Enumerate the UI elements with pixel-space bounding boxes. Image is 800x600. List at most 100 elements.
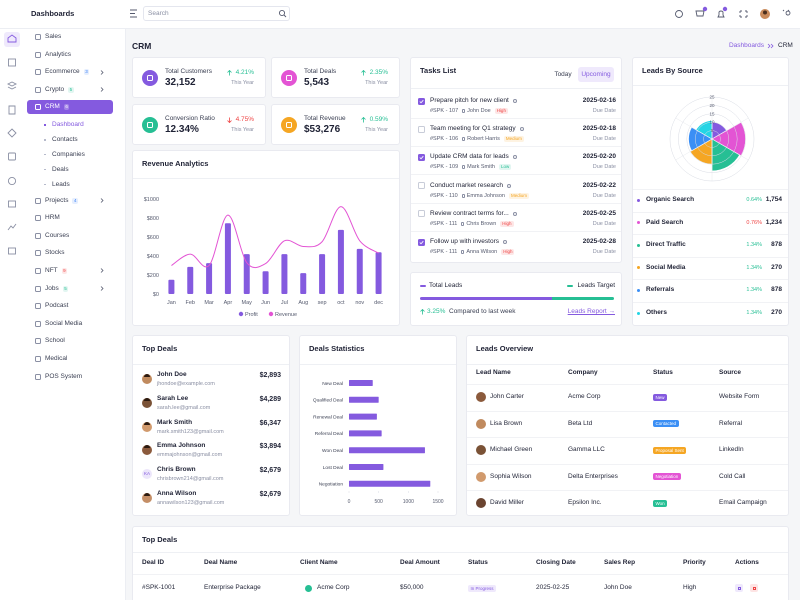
revenue-chart: $0 $200 $400 $600 $800 $1000 Jan Feb Mar Apr May Ju… — [144, 197, 384, 318]
divider — [133, 178, 399, 179]
layers-icon[interactable] — [6, 81, 18, 90]
deal-amount: $2,679 — [259, 491, 281, 498]
nav-item[interactable]: Courses — [45, 231, 70, 239]
menu-icon[interactable] — [130, 9, 137, 18]
nav-item[interactable]: Stocks — [45, 249, 65, 257]
apps-icon[interactable] — [8, 58, 16, 67]
nav-subitem[interactable]: Contacts — [52, 135, 78, 143]
deal-id: #SPK-1001 — [142, 584, 176, 591]
task-tab[interactable]: Today — [554, 71, 572, 78]
chevron — [100, 87, 104, 93]
task-checkbox[interactable] — [418, 182, 425, 190]
grid-circle — [678, 105, 746, 173]
task-checkbox[interactable] — [418, 238, 425, 246]
table-header: Deal Amount — [400, 559, 440, 566]
person-icon — [461, 250, 465, 254]
nav-item[interactable]: Social Media — [45, 319, 83, 327]
card-title: Revenue Analytics — [142, 159, 209, 168]
row-divider — [633, 256, 788, 258]
chart-icon[interactable] — [7, 223, 17, 231]
source-dot — [637, 198, 640, 202]
person-icon — [462, 137, 466, 142]
list-icon[interactable] — [8, 247, 16, 255]
gift-icon[interactable] — [8, 152, 16, 161]
nav-item[interactable]: Analytics — [45, 50, 72, 58]
diamond-icon[interactable] — [7, 128, 17, 138]
stat-change: 2.35% — [369, 69, 388, 76]
table-header: Sales Rep — [604, 559, 636, 566]
home-icon[interactable] — [7, 34, 17, 43]
task-checkbox[interactable] — [418, 153, 425, 161]
nav-item[interactable]: NFT — [45, 266, 58, 274]
source-change: 0.76% — [746, 219, 762, 226]
nav-badge: 4 — [72, 197, 78, 204]
nav-chevron — [100, 286, 104, 291]
avatar — [142, 421, 152, 432]
task-checkbox[interactable] — [418, 97, 425, 105]
task-info-icon — [503, 240, 507, 244]
nav-icon — [35, 104, 41, 111]
task-tab[interactable]: Upcoming — [581, 71, 611, 78]
source-name: Direct Traffic — [646, 241, 686, 249]
source-value: 270 — [771, 263, 782, 271]
task-checkbox[interactable] — [418, 125, 425, 133]
card-icon[interactable] — [8, 200, 16, 208]
nav-item[interactable]: CRM — [45, 103, 60, 111]
check-mark — [419, 240, 424, 244]
deal-person: Sarah Lee — [157, 394, 189, 402]
nav-item[interactable]: Jobs — [45, 284, 59, 292]
lead-source: LinkedIn — [719, 446, 744, 453]
search-placeholder[interactable]: Search — [148, 10, 169, 17]
nav-item[interactable]: POS System — [45, 372, 83, 380]
theme-icon[interactable] — [675, 10, 683, 18]
y-tick-label: $0 — [153, 292, 159, 298]
nav-subitem[interactable]: Leads — [52, 180, 70, 188]
stat-card: Total Customers 32,152 4.21% This Year — [132, 57, 266, 98]
breadcrumb-link[interactable]: Dashboards — [728, 42, 764, 49]
source-change: 1.34% — [746, 310, 762, 316]
row-divider — [133, 574, 788, 575]
lead-company: Epsilon Inc. — [568, 499, 602, 506]
trend-arrow — [361, 116, 366, 123]
source-name: Social Media — [646, 263, 686, 271]
task-title: Prepare pitch for new client — [430, 97, 509, 104]
row-divider — [467, 437, 788, 438]
x-tick-label: Jan — [167, 300, 176, 306]
nav-item[interactable]: Medical — [45, 354, 68, 362]
nav-item[interactable]: Crypto — [45, 85, 65, 93]
cart-icon[interactable] — [695, 10, 705, 17]
nav-subitem[interactable]: Deals — [52, 165, 69, 173]
stat-period: This Year — [365, 127, 388, 133]
bell-icon[interactable] — [717, 10, 725, 18]
nav-item[interactable]: Sales — [45, 33, 62, 40]
fullscreen-icon[interactable] — [739, 10, 748, 18]
x-tick-label: dec — [374, 300, 383, 306]
file-icon[interactable] — [8, 105, 16, 115]
leads-report-link[interactable]: Leads Report → — [567, 308, 615, 315]
nav-item[interactable]: HRM — [45, 214, 60, 222]
edit-glyph — [737, 586, 741, 590]
nav-item[interactable]: Ecommerce — [45, 68, 80, 76]
nav-icon — [35, 197, 41, 204]
circle-icon[interactable] — [7, 176, 17, 186]
task-date-label: Due Date — [592, 108, 616, 114]
avatar — [281, 117, 297, 133]
nav-dot — [44, 183, 46, 186]
delete-button[interactable] — [750, 584, 758, 592]
nav-item[interactable]: Podcast — [45, 302, 69, 310]
nav-item[interactable]: Projects — [45, 196, 69, 204]
nav-item[interactable]: School — [45, 337, 65, 345]
task-date: 2025-02-18 — [582, 125, 616, 133]
card-title: Deals Statistics — [309, 344, 365, 353]
settings-icon[interactable] — [782, 9, 791, 16]
search-box[interactable] — [143, 6, 290, 21]
nav-subitem[interactable]: Dashboard — [52, 121, 84, 128]
avatar — [476, 418, 486, 429]
nav-icon — [35, 267, 41, 274]
nav-subitem[interactable]: Companies — [52, 150, 85, 158]
edit-button[interactable] — [735, 584, 743, 592]
lead-company: Beta Ltd — [568, 419, 593, 427]
task-date: 2025-02-22 — [582, 181, 616, 189]
task-checkbox[interactable] — [418, 210, 425, 218]
table-header: Deal Name — [204, 559, 238, 566]
